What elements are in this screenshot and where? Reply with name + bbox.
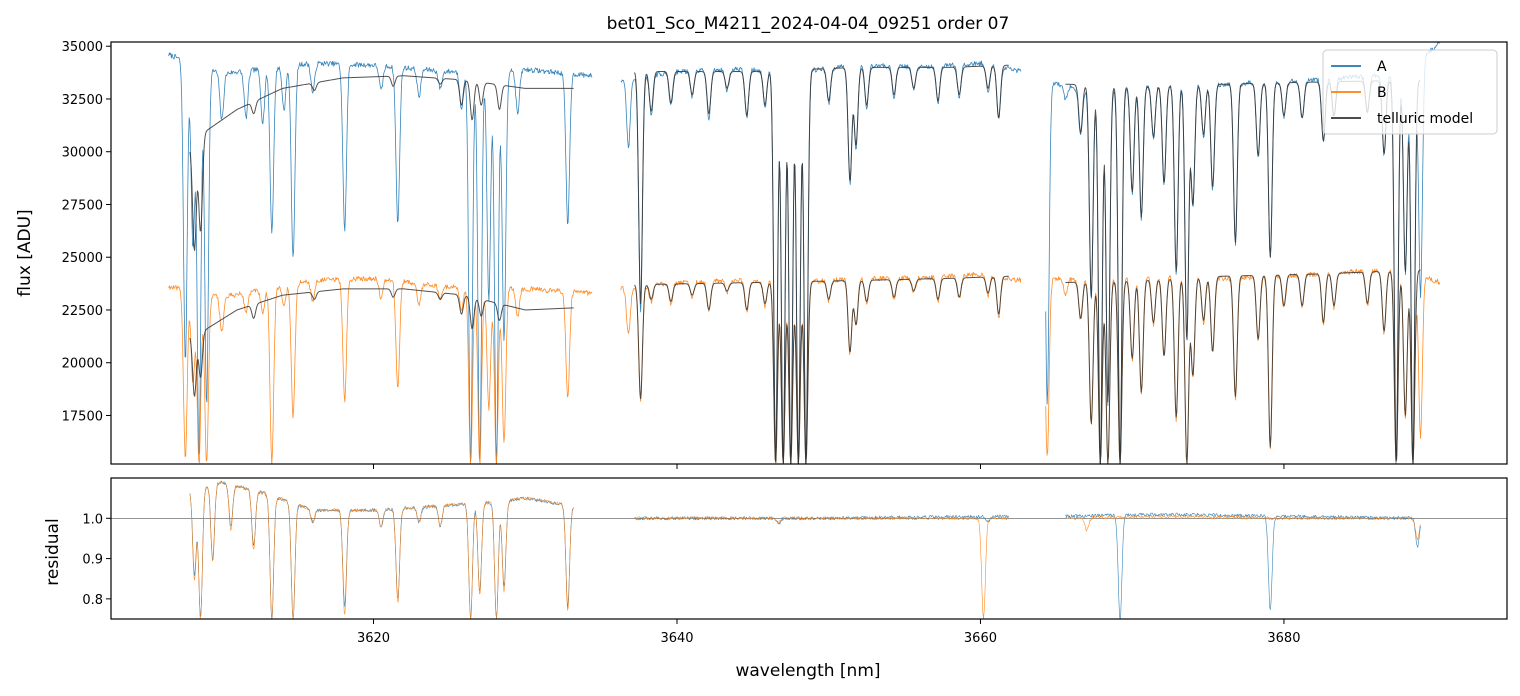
top-y-tick-label: 32500 [62,93,103,108]
chart-title: bet01_Sco_M4211_2024-04-04_09251 order 0… [607,14,1010,34]
bottom-series-b-segment-2 [634,516,1009,619]
legend: A B telluric model [1322,49,1498,135]
top-series-telluric-model-segment-1 [189,75,574,252]
bottom-x-ticks: 3620 3640 3660 3680 [357,619,1300,646]
top-y-tick-label: 27500 [62,198,103,213]
bottom-axes-frame [110,477,1508,620]
bottom-y-ticks: 0.8 0.9 1.0 [82,512,111,608]
bottom-x-tick-label: 3680 [1267,631,1300,646]
legend-label-telluric: telluric model [1377,111,1473,127]
top-y-tick-label: 17500 [62,409,103,424]
top-series-telluric-model-segment-6 [1065,269,1421,464]
top-y-tick-label: 30000 [62,146,103,161]
top-x-ticks [373,464,1285,469]
top-series-telluric-model-segment-5 [634,275,1009,464]
bottom-y-tick-label: 0.9 [82,553,103,568]
bottom-y-tick-label: 0.8 [82,593,103,608]
top-y-tick-label: 25000 [62,251,103,266]
top-y-tick-label: 35000 [62,40,103,55]
top-y-ticks: 17500 20000 22500 25000 27500 30000 32500 35000 [62,40,111,424]
top-y-axis-label: flux [ADU] [15,209,35,296]
top-axes-frame [110,41,1508,465]
x-axis-label: wavelength [nm] [735,661,880,681]
top-series-a-segment-1 [168,52,593,464]
bottom-x-tick-label: 3620 [357,631,390,646]
bottom-series-b-segment-1 [189,481,574,619]
legend-label-a: A [1377,59,1387,75]
bottom-series-b-segment-3 [1065,514,1421,541]
top-series-group [168,42,1441,464]
top-series-b-segment-1 [168,276,593,464]
bottom-x-tick-label: 3660 [964,631,997,646]
top-series-a-segment-2 [620,60,1022,464]
legend-label-b: B [1377,85,1387,101]
top-series-telluric-model-segment-2 [634,64,1009,464]
legend-frame [1322,49,1498,135]
bottom-y-tick-label: 1.0 [82,512,103,527]
bottom-y-axis-label: residual [43,518,63,585]
top-series-b-segment-2 [620,271,1022,464]
top-panel: 17500 20000 22500 25000 27500 30000 32500 35000… [15,40,1508,469]
bottom-series-group [111,480,1507,619]
top-series-telluric-model-segment-4 [189,288,574,397]
top-y-tick-label: 22500 [62,304,103,319]
top-y-tick-label: 20000 [62,357,103,372]
bottom-panel: 0.8 0.9 1.0 3620 3640 3660 3680 residual wave… [43,477,1508,681]
bottom-x-tick-label: 3640 [660,631,693,646]
